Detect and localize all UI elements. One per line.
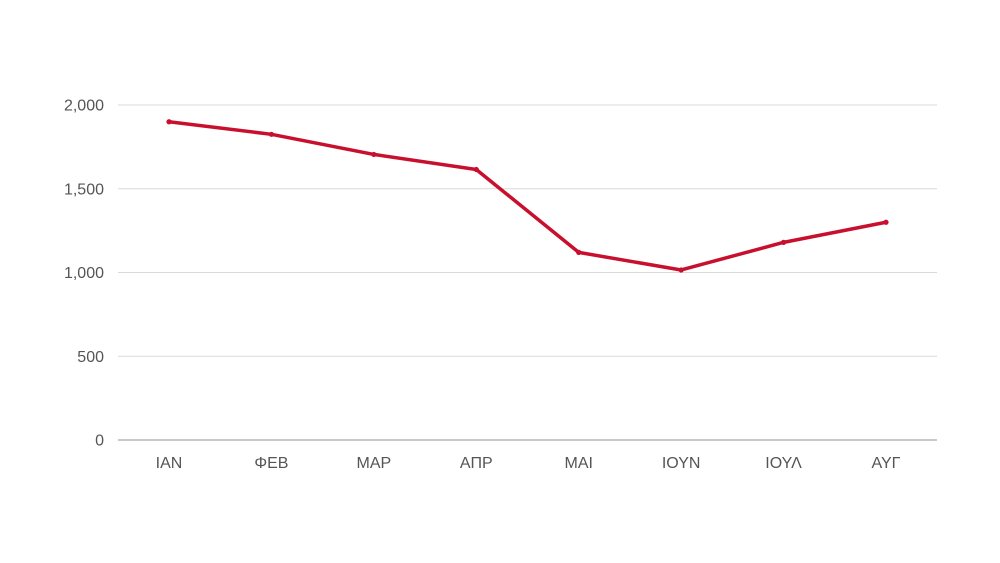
series-layer: [166, 119, 889, 273]
y-tick-label: 0: [95, 433, 104, 450]
x-tick-label: ΑΥΓ: [872, 455, 901, 472]
y-tick-label: 2,000: [64, 98, 104, 115]
data-point: [473, 166, 479, 173]
data-point: [576, 249, 582, 255]
grid-layer: [118, 104, 937, 441]
x-axis: ΙΑΝ ΦΕΒ ΜΑΡ ΑΠΡ ΜΑΙ ΙΟΥΝ ΙΟΥΛ ΑΥΓ: [156, 455, 901, 472]
data-point: [371, 151, 377, 158]
series-line: [167, 120, 888, 272]
data-point: [883, 219, 889, 225]
x-tick-label: ΙΟΥΝ: [662, 455, 701, 472]
y-tick-label: 1,500: [64, 181, 104, 198]
data-point: [678, 267, 684, 273]
y-tick-label: 500: [77, 349, 104, 366]
y-axis: 0 500 1,000 1,500 2,000: [64, 98, 104, 450]
x-tick-label: ΑΠΡ: [460, 455, 493, 472]
x-tick-label: ΙΑΝ: [156, 455, 183, 472]
data-point: [166, 119, 172, 125]
y-tick-label: 1,000: [64, 265, 104, 282]
x-tick-label: ΜΑΙ: [564, 455, 592, 472]
x-tick-label: ΦΕΒ: [254, 455, 288, 472]
data-point: [780, 239, 787, 245]
data-point: [268, 131, 275, 137]
x-tick-label: ΜΑΡ: [357, 455, 392, 472]
x-tick-label: ΙΟΥΛ: [765, 455, 802, 472]
